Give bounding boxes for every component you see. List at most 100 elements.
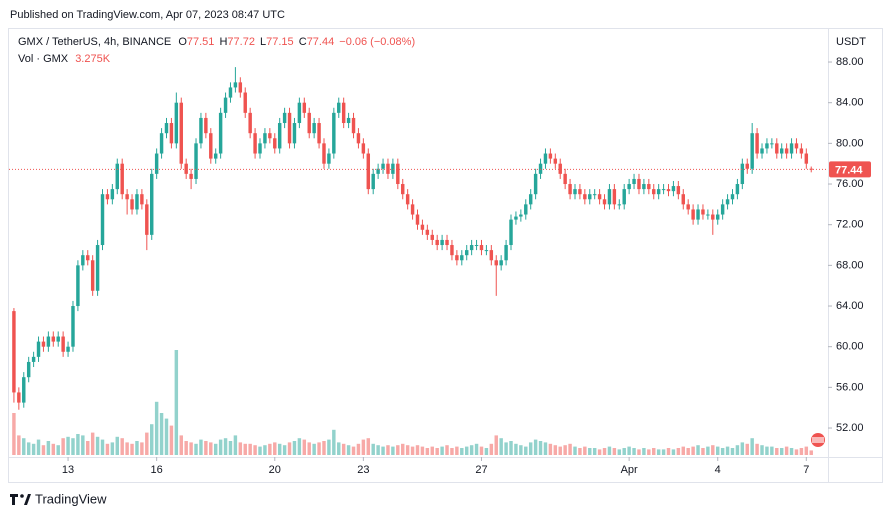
logo-slash — [24, 494, 31, 505]
candle-body — [588, 194, 592, 200]
volume-bar — [789, 448, 794, 455]
x-tick-label: 7 — [803, 464, 809, 476]
volume-bar — [218, 439, 223, 455]
volume-bar — [592, 448, 597, 455]
volume-bar — [425, 448, 430, 455]
candle-body — [194, 143, 198, 179]
candle-body — [213, 153, 218, 159]
candle-body — [583, 194, 587, 200]
candle-body — [386, 163, 390, 174]
candle-body — [110, 189, 115, 200]
published-note: Published on TradingView.com, Apr 07, 20… — [10, 9, 285, 21]
candle-body — [174, 102, 179, 144]
candle-body — [100, 194, 105, 246]
y-tick-label: 88.00 — [836, 56, 864, 68]
candle-body — [656, 189, 661, 195]
y-tick-label: 52.00 — [836, 422, 864, 434]
volume-bar — [469, 445, 474, 455]
volume-bar — [494, 435, 498, 455]
volume-bar — [548, 443, 553, 455]
volume-bar — [61, 438, 65, 455]
candle-body — [243, 92, 247, 113]
volume-bar — [120, 438, 124, 455]
volume-bar — [701, 448, 705, 455]
volume-bar — [627, 446, 631, 455]
candle-body — [209, 133, 213, 159]
volume-bar — [430, 446, 434, 455]
candle-body — [676, 186, 681, 195]
x-tick-label: 20 — [269, 464, 281, 476]
candle-body — [450, 245, 454, 256]
volume-bar — [770, 446, 774, 455]
volume-bar — [105, 443, 110, 455]
volume-bar — [543, 442, 548, 455]
volume-bar — [22, 438, 26, 455]
candle-body — [56, 336, 60, 342]
candle-body — [154, 153, 159, 174]
candle-body — [789, 143, 794, 154]
candle-body — [337, 102, 341, 113]
candle-body — [745, 163, 749, 169]
candle-body — [799, 148, 804, 154]
volume-bar — [573, 446, 577, 455]
candle-body — [794, 143, 799, 149]
volume-bar — [799, 448, 804, 455]
volume-bar — [775, 448, 779, 455]
volume-bar — [528, 442, 533, 455]
volume-bar — [588, 448, 592, 455]
volume-bar — [474, 443, 479, 455]
volume-bar — [41, 445, 46, 455]
candle-body — [204, 117, 208, 134]
volume-bar — [401, 443, 405, 455]
volume-bar — [617, 449, 622, 455]
y-tick-label: 72.00 — [836, 219, 864, 231]
x-tick-label: 13 — [62, 464, 74, 476]
candle-body — [469, 245, 474, 251]
candle-body — [652, 189, 656, 195]
candle-body — [341, 102, 346, 124]
ohlc-high: 77.72 — [227, 36, 255, 48]
volume-bar — [233, 435, 238, 455]
y-tick-label: 64.00 — [836, 300, 864, 312]
candle-body — [66, 346, 70, 352]
volume-bar — [66, 436, 70, 455]
volume-bar — [607, 446, 612, 455]
volume-bar — [519, 445, 523, 455]
volume-bar — [332, 429, 336, 455]
volume-bar — [686, 448, 690, 455]
candle-body — [179, 102, 183, 164]
y-tick-label: 80.00 — [836, 137, 864, 149]
volume-bar — [81, 435, 85, 455]
logo-mark — [10, 494, 18, 505]
volume-bar — [135, 441, 139, 455]
ohlc-label: O — [178, 36, 187, 48]
candle-body — [31, 356, 36, 362]
volume-bar — [602, 448, 607, 455]
volume-bar — [652, 448, 656, 455]
candle-body — [346, 117, 351, 124]
volume-bar — [371, 443, 375, 455]
candle-body — [228, 87, 233, 98]
volume-title: Vol · GMX — [18, 53, 69, 65]
candle-body — [474, 245, 479, 247]
candle-body — [686, 204, 690, 210]
candle-body — [642, 184, 646, 190]
candle-body — [597, 194, 602, 200]
volume-bar — [366, 438, 371, 455]
volume-bar — [327, 439, 331, 455]
volume-bar — [464, 446, 469, 455]
volume-bar — [317, 442, 321, 455]
candle-body — [391, 163, 395, 174]
volume-bar — [666, 448, 671, 455]
volume-bar — [243, 443, 247, 455]
volume-bar — [637, 449, 641, 455]
candle-body — [322, 143, 326, 164]
volume-bar — [361, 439, 366, 455]
volume-bar — [533, 439, 538, 455]
volume-bar — [381, 446, 385, 455]
volume-bar — [282, 445, 287, 455]
candle-body — [401, 184, 405, 195]
volume-bar — [17, 435, 21, 455]
volume-bar — [337, 442, 341, 455]
candle-body — [617, 204, 622, 206]
